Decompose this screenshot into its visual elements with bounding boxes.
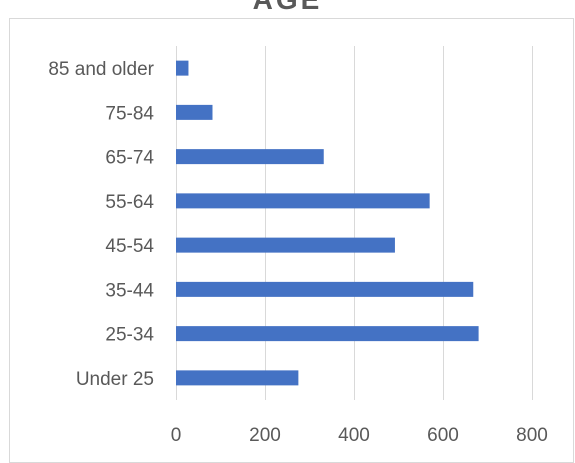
x-tick-label: 0 — [171, 425, 182, 446]
y-tick-label: 45-54 — [105, 236, 154, 257]
bar-45-54 — [176, 237, 395, 253]
bar-35-44 — [176, 281, 474, 297]
y-tick-label: 85 and older — [48, 59, 154, 80]
y-tick-label: 25-34 — [105, 325, 154, 346]
bar-55-64 — [176, 193, 430, 209]
x-tick-label: 400 — [338, 425, 370, 446]
x-tick-label: 600 — [427, 425, 459, 446]
bar-under-25 — [176, 370, 299, 386]
chart-title: AGE — [0, 0, 575, 14]
y-tick-label: 55-64 — [105, 192, 154, 213]
y-tick-label: 35-44 — [105, 280, 154, 301]
y-tick-label: Under 25 — [76, 369, 154, 390]
x-tick-label: 200 — [249, 425, 281, 446]
bar-25-34 — [176, 326, 479, 342]
bar-85-and-older — [176, 60, 189, 76]
y-tick-label: 65-74 — [105, 148, 154, 169]
y-tick-label: 75-84 — [105, 103, 154, 124]
bar-65-74 — [176, 149, 324, 165]
bar-75-84 — [176, 104, 213, 120]
x-tick-label: 800 — [516, 425, 548, 446]
